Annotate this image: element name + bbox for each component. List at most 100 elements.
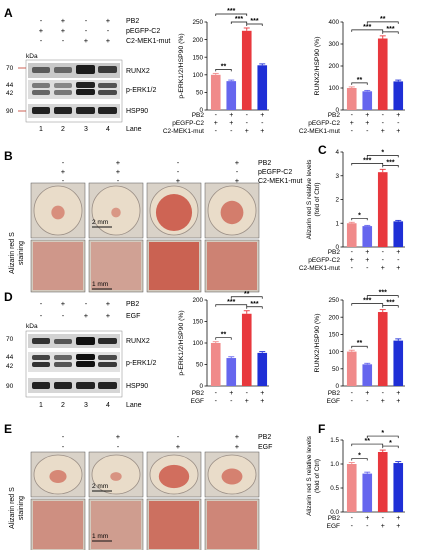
f-sig-bracket-1 [351, 458, 368, 461]
a2-treatment-1: pEGFP-C2 [308, 120, 340, 127]
band-perk44-d-lane4 [98, 355, 117, 360]
band-label-runx2-a: RUNX2 [126, 68, 150, 75]
d2-sig-label-4: *** [379, 290, 387, 297]
c-sign-2-3: + [396, 265, 400, 272]
f-ytick-label-0: 0.0 [330, 509, 339, 516]
f-bar-3 [377, 452, 388, 512]
c-sig-bracket-2 [382, 164, 399, 168]
sign-b-2-0: - [62, 176, 65, 185]
treatment-signs-e: - + - + PB2- - + + EGF [62, 432, 273, 451]
d2-bar-2 [362, 364, 373, 386]
d1-sig-bracket-1 [215, 337, 232, 340]
e-closeup-stain-3 [149, 501, 199, 549]
treatment-label-b-1: pEGFP-C2 [258, 169, 292, 176]
sign-d-0-1: + [61, 299, 66, 308]
d1-bar-1 [210, 343, 221, 386]
sign-b-1-0: + [61, 167, 66, 176]
band-perk44-lane4 [98, 83, 117, 88]
e-stain-2 [110, 472, 122, 481]
c-sign-0-2: - [382, 249, 385, 256]
blot-row-perk-a [28, 80, 120, 99]
f-sign-0-1: + [365, 515, 369, 522]
sign-e-0-0: - [62, 432, 65, 441]
c-sign-0-3: + [396, 249, 400, 256]
band-label-hsp90-a: HSP90 [126, 108, 148, 115]
a2-sig-label-1: ** [357, 77, 363, 84]
band-perk42-d-lane1 [32, 362, 50, 367]
f-sig-bracket-2 [382, 445, 399, 449]
band-label-perk-d: p-ERK1/2 [126, 360, 156, 367]
band-runx2-lane2 [54, 67, 72, 73]
band-perk44-d-lane1 [32, 355, 50, 360]
d2-bar-3 [377, 312, 388, 386]
d1-ytick-label-1: 50 [196, 362, 204, 369]
f-ytick-label-1: 0.5 [330, 485, 339, 492]
a2-bar-4 [393, 81, 404, 110]
band-perk42-d-lane4 [98, 362, 117, 367]
d1-ytick-label-2: 100 [192, 340, 203, 347]
d1-sig-bracket-3 [215, 304, 248, 307]
band-runx2-lane1 [32, 67, 50, 73]
b-closeup-stain-1 [33, 242, 83, 290]
d1-sign-1-1: - [230, 398, 233, 405]
a2-sign-0-2: - [382, 112, 385, 119]
a2-sign-0-3: + [396, 112, 400, 119]
sign-b-0-2: - [177, 158, 180, 167]
d2-sign-1-3: + [396, 398, 400, 405]
a1-sign-1-1: + [229, 120, 233, 127]
a1-ytick-label-1: 50 [196, 90, 204, 97]
f-bar-4 [393, 463, 404, 512]
d2-sign-0-1: + [365, 390, 369, 397]
f-sig-bracket-4 [366, 435, 399, 439]
b-closeup-stain-2 [91, 242, 141, 290]
band-perk42-lane2 [54, 90, 72, 95]
sign-b-1-3: - [236, 167, 239, 176]
e-stain-1 [49, 469, 67, 484]
a2-sign-1-2: - [382, 120, 385, 127]
d2-sig-label-2: *** [386, 300, 394, 307]
lane-3-a: 3 [84, 126, 88, 133]
sign-b-0-0: - [62, 158, 65, 167]
lane-label-a: Lane [126, 126, 142, 133]
treatment-label-a-0: PB2 [126, 18, 139, 25]
blot-row-runx2-a [28, 63, 120, 78]
b-stain-2 [111, 207, 121, 218]
c-sign-2-2: + [381, 265, 385, 272]
sign-d-0-0: - [40, 299, 43, 308]
c-sign-1-1: + [365, 257, 369, 264]
c-sign-1-3: - [397, 257, 400, 264]
d2-ytick-label-3: 150 [328, 332, 339, 339]
c-bar-3 [377, 172, 388, 247]
d1-ytick-label-4: 200 [192, 297, 203, 304]
d1-sign-0-1: + [229, 390, 233, 397]
b-stain-1 [51, 205, 65, 220]
panel-a: A - + - + PB2+ + - - pEGFP-C2- - + + C2-MEK1-mut kDa… [4, 6, 170, 133]
a1-sign-2-1: - [230, 128, 233, 135]
a1-sign-1-3: - [261, 120, 264, 127]
e-stain-3 [158, 464, 190, 489]
panel-letter-b: B [4, 149, 13, 163]
f-treatment-0: PB2 [328, 515, 341, 522]
d1-ylabel: p-ERK1/2/HSP90 (%) [178, 310, 185, 375]
sign-a-1-2: - [85, 26, 88, 35]
a1-sig-bracket-2 [246, 23, 263, 26]
d2-sig-label-3: *** [363, 298, 371, 305]
band-perk42-d-lane3 [76, 361, 95, 367]
side-label-b-1: Alizarin red S [9, 232, 16, 274]
band-label-perk-a: p-ERK1/2 [126, 87, 156, 94]
d1-sign-0-2: - [246, 390, 249, 397]
a1-ytick-label-0: 0 [199, 107, 203, 114]
band-runx2-d-lane4 [98, 338, 117, 344]
d2-sign-1-1: - [366, 398, 369, 405]
blot-row-hsp90-d [28, 378, 120, 393]
a1-treatment-2: C2-MEK1-mut [163, 128, 204, 135]
d2-sign-1-2: + [381, 398, 385, 405]
a1-ylabel: p-ERK1/2/HSP90 (%) [178, 33, 185, 98]
d2-sign-0-2: - [382, 390, 385, 397]
sign-b-1-1: + [116, 167, 121, 176]
e-closeup-stain-2 [91, 501, 141, 549]
a2-sig-bracket-2 [382, 31, 399, 34]
a2-sign-2-1: - [366, 128, 369, 135]
c-ylabel-2: (fold of Ctrl) [314, 183, 321, 217]
